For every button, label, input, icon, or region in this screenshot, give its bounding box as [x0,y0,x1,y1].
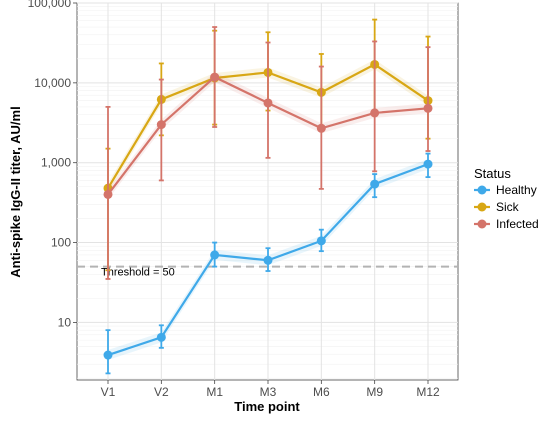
legend-label: Infected [496,217,539,231]
x-tick-label: M1 [206,385,223,399]
series-layer [103,18,433,375]
y-tick-label: 100 [51,236,71,250]
data-point [156,120,166,130]
data-point [316,123,326,133]
legend-label: Healthy [496,183,537,197]
y-axis-title: Anti-spike IgG-II titer, AU/ml [8,106,23,277]
series-infected [103,26,433,280]
data-point [103,350,113,360]
x-tick-label: M12 [416,385,440,399]
data-point [156,332,166,342]
legend-key-marker [477,202,487,212]
x-tick-label: M6 [313,385,330,399]
legend: Status Healthy Sick Infected [474,166,539,231]
data-point [370,179,380,189]
threshold-label: Threshold = 50 [101,267,175,279]
data-point [423,159,433,169]
data-point [263,98,273,108]
legend-label: Sick [496,200,520,214]
y-tick-label: 10,000 [34,76,71,90]
data-point [263,255,273,265]
y-tick-label: 10 [58,315,72,329]
x-axis: V1 V2 M1 M3 M6 M9 M12 [101,380,440,399]
x-tick-label: V1 [101,385,116,399]
y-axis: 10 100 1,000 10,000 100,000 [28,0,77,329]
x-axis-title: Time point [234,399,300,414]
x-tick-label: M9 [366,385,383,399]
threshold-layer: Threshold = 50 [77,265,458,279]
y-tick-label: 1,000 [41,156,71,170]
data-point [423,103,433,113]
legend-key-marker [477,219,487,229]
data-point [103,189,113,199]
data-point [370,108,380,118]
x-tick-label: M3 [260,385,277,399]
series-healthy [103,152,433,375]
x-tick-label: V2 [154,385,169,399]
legend-key-marker [477,185,487,195]
data-point [316,236,326,246]
legend-title: Status [474,166,511,181]
data-point [210,72,220,82]
series-ribbon [108,72,428,200]
series-ribbon [108,59,428,194]
data-point [210,250,220,260]
y-tick-label: 100,000 [28,0,72,10]
